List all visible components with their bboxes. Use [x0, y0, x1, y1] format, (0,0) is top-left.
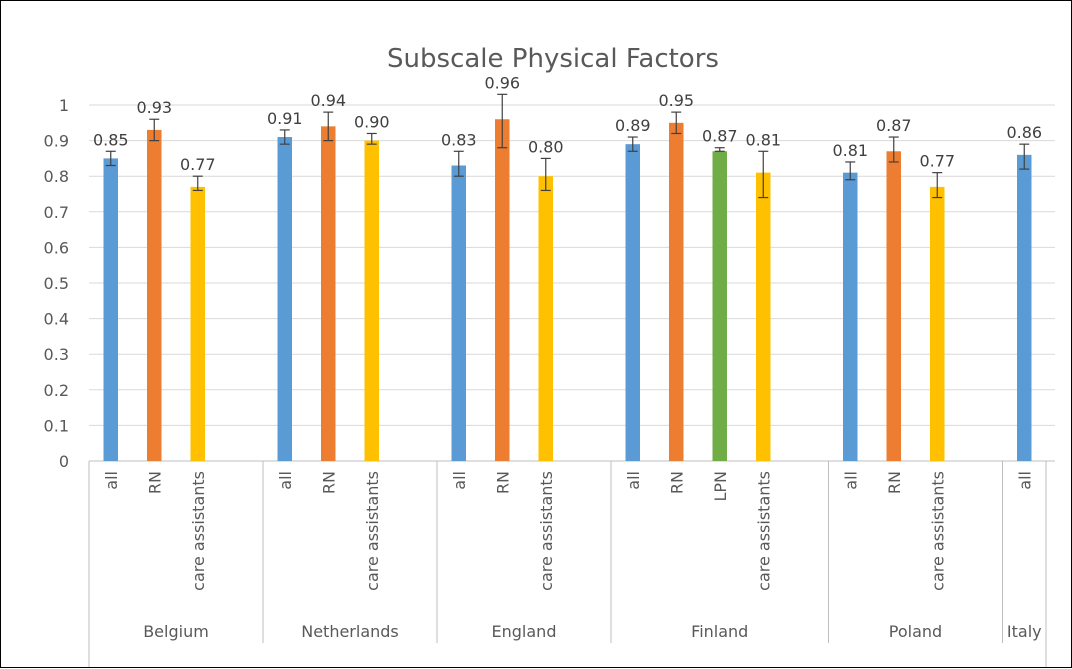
data-label: 0.80 — [528, 137, 564, 156]
data-label: 0.81 — [745, 130, 781, 149]
category-label: all — [450, 471, 469, 490]
y-tick-label: 0.4 — [44, 310, 69, 329]
bar — [886, 151, 901, 461]
bar — [451, 165, 466, 461]
category-label: RN — [885, 471, 904, 494]
data-label: 0.93 — [136, 98, 172, 117]
bar — [321, 126, 336, 462]
category-label: care assistants — [928, 471, 947, 591]
y-tick-label: 0.3 — [44, 345, 69, 364]
category-label: RN — [493, 471, 512, 494]
chart-title: Subscale Physical Factors — [387, 44, 719, 74]
category-label: care assistants — [189, 471, 208, 591]
category-label: all — [1015, 471, 1034, 490]
y-tick-label: 0.5 — [44, 274, 69, 293]
bar — [495, 119, 510, 462]
category-label: all — [102, 471, 121, 490]
group-label: England — [492, 622, 557, 641]
bar — [930, 186, 945, 461]
data-label: 0.86 — [1006, 123, 1042, 142]
data-label: 0.85 — [93, 130, 129, 149]
bar — [103, 158, 118, 461]
bar — [190, 186, 205, 461]
data-label: 0.83 — [441, 130, 477, 149]
data-label: 0.81 — [832, 141, 868, 160]
y-tick-label: 0.7 — [44, 203, 69, 222]
group-label: Finland — [691, 622, 748, 641]
bar — [147, 129, 162, 462]
data-label: 0.90 — [354, 112, 390, 131]
data-label: 0.89 — [615, 116, 651, 135]
y-tick-label: 0.9 — [44, 132, 69, 151]
bar — [277, 137, 292, 462]
group-label: Belgium — [143, 622, 209, 641]
group-label: Netherlands — [301, 622, 399, 641]
category-label: RN — [667, 471, 686, 494]
y-tick-label: 0.6 — [44, 238, 69, 257]
bar — [625, 144, 640, 461]
data-label: 0.94 — [310, 91, 346, 110]
y-tick-label: 0.1 — [44, 416, 69, 435]
category-label: LPN — [711, 471, 730, 502]
bar — [538, 176, 553, 461]
y-tick-label: 0.2 — [44, 381, 69, 400]
category-label: RN — [319, 471, 338, 494]
category-label: care assistants — [537, 471, 556, 591]
bar — [756, 172, 771, 461]
category-label: care assistants — [363, 471, 382, 591]
bar — [712, 151, 727, 461]
data-label: 0.87 — [876, 116, 912, 135]
category-label: all — [276, 471, 295, 490]
y-tick-label: 1 — [59, 96, 69, 115]
data-label: 0.91 — [267, 109, 303, 128]
data-label: 0.77 — [919, 152, 955, 171]
category-label: all — [624, 471, 643, 490]
y-tick-label: 0.8 — [44, 167, 69, 186]
group-label: Poland — [889, 622, 942, 641]
y-tick-label: 0 — [59, 452, 69, 471]
data-label: 0.96 — [484, 73, 520, 92]
data-label: 0.95 — [658, 91, 694, 110]
data-label: 0.87 — [702, 127, 738, 146]
data-label: 0.77 — [180, 155, 216, 174]
bar — [669, 122, 684, 462]
category-label: all — [841, 471, 860, 490]
category-label: RN — [145, 471, 164, 494]
bar — [364, 140, 379, 461]
bar — [1017, 154, 1032, 461]
bar — [843, 172, 858, 461]
group-label: Italy — [1007, 622, 1042, 641]
category-label: care assistants — [754, 471, 773, 591]
